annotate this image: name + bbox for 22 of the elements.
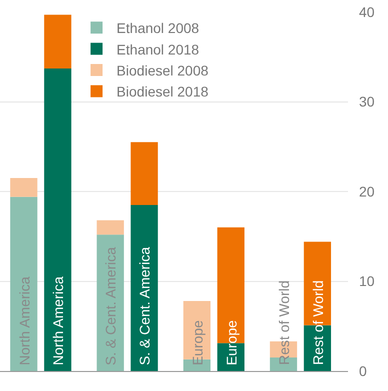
x-tick-label: North America (50, 276, 66, 366)
x-tick-label: S. & Cent. America (136, 246, 152, 366)
bar (44, 68, 72, 371)
bar (130, 142, 158, 205)
bar (10, 196, 38, 371)
bar (96, 220, 124, 235)
y-tick-label: 0 (359, 362, 367, 379)
x-tick-label: Rest of World (276, 280, 292, 365)
bar (10, 178, 38, 197)
legend-label: Biodiesel 2018 (116, 84, 209, 100)
legend-label: Ethanol 2008 (116, 20, 200, 36)
y-tick-label: 10 (359, 273, 375, 290)
x-tick-label: Europe (189, 320, 206, 366)
bar (44, 14, 72, 69)
y-tick-label: 30 (359, 94, 375, 110)
y-tick-label: 40 (359, 4, 375, 20)
legend-label: Ethanol 2018 (116, 41, 200, 58)
x-tick-label: Rest of World (310, 280, 326, 365)
x-tick-label: Europe (223, 320, 240, 366)
legend-label: Biodiesel 2008 (116, 62, 209, 78)
y-tick-label: 20 (359, 183, 375, 200)
bar (130, 204, 158, 371)
